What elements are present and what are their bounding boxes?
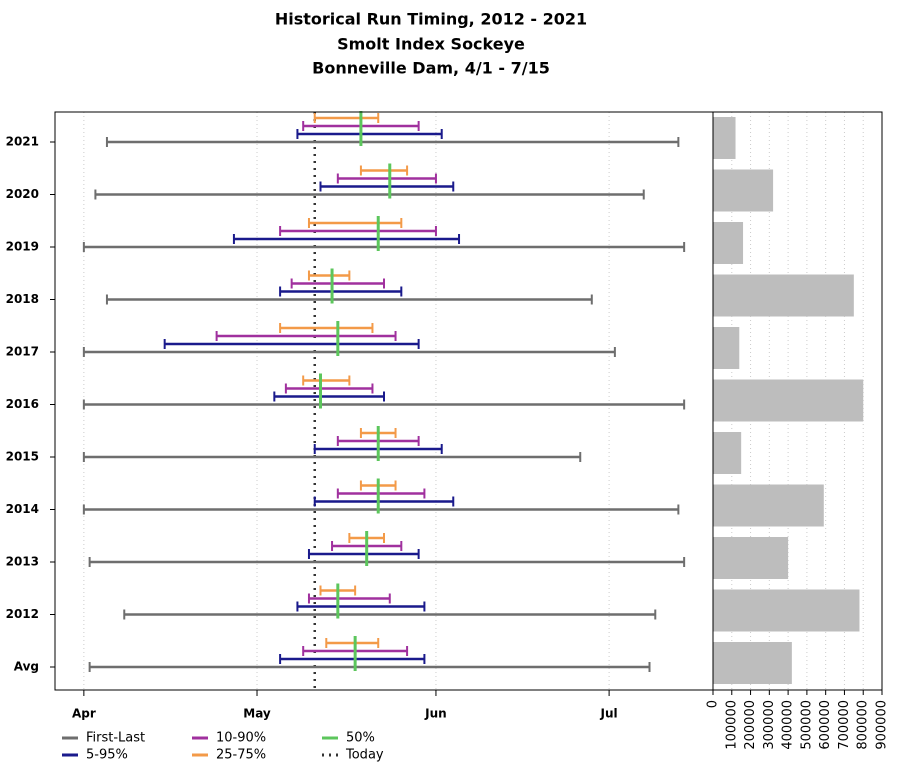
y-tick-label: 2016 <box>6 397 39 411</box>
y-tick-label: 2017 <box>6 345 39 359</box>
y-tick-label: 2013 <box>6 555 39 569</box>
x-tick-label: 400000 <box>781 700 796 750</box>
x-tick-label: 500000 <box>799 700 814 750</box>
legend-label: 10-90% <box>216 731 266 746</box>
bar <box>713 432 742 474</box>
x-tick-label: Apr <box>72 707 96 721</box>
x-tick-label: 800000 <box>856 700 871 750</box>
x-tick-label: 700000 <box>837 700 852 750</box>
bar <box>713 222 744 264</box>
x-tick-label: May <box>243 707 271 721</box>
y-tick-label: 2019 <box>6 240 39 254</box>
x-tick-label: Jul <box>600 707 618 721</box>
y-tick-label: Avg <box>14 660 39 674</box>
x-tick-label: Jun <box>424 707 447 721</box>
x-tick-label: 900000 <box>875 700 890 750</box>
chart-title: Historical Run Timing, 2012 - 2021 <box>275 10 587 29</box>
bar <box>713 169 774 212</box>
bar <box>713 117 736 159</box>
legend-label: First-Last <box>86 731 145 746</box>
bar <box>713 589 860 632</box>
chart-subtitle: Bonneville Dam, 4/1 - 7/15 <box>312 59 550 78</box>
legend-label: 50% <box>346 731 375 746</box>
y-tick-label: 2012 <box>6 607 39 621</box>
y-tick-label: 2018 <box>6 292 39 306</box>
y-tick-label: 2021 <box>6 135 39 149</box>
x-tick-label: 0 <box>706 700 721 708</box>
y-tick-label: 2015 <box>6 450 39 464</box>
y-tick-label: 2020 <box>6 187 39 201</box>
x-tick-label: 100000 <box>724 700 739 750</box>
bar <box>713 642 792 684</box>
x-tick-label: 300000 <box>762 700 777 750</box>
legend-label: Today <box>345 748 384 763</box>
bar <box>713 274 854 317</box>
x-tick-label: 200000 <box>743 700 758 750</box>
legend-label: 5-95% <box>86 748 128 763</box>
chart-subtitle: Smolt Index Sockeye <box>337 35 525 54</box>
bar <box>713 379 864 422</box>
bar <box>713 327 740 369</box>
plot-frame <box>712 111 883 691</box>
x-tick-label: 600000 <box>818 700 833 750</box>
y-tick-label: 2014 <box>6 502 39 516</box>
legend-label: 25-75% <box>216 748 266 763</box>
bar <box>713 537 789 579</box>
bar <box>713 484 824 527</box>
